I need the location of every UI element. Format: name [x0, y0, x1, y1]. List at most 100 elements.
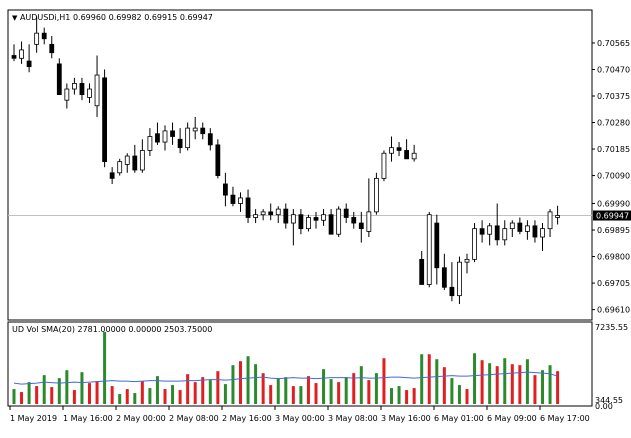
volume-bar[interactable] — [329, 379, 333, 404]
volume-bar[interactable] — [359, 366, 363, 404]
volume-bar[interactable] — [261, 373, 265, 404]
candle-body[interactable] — [72, 83, 77, 90]
candle-body[interactable] — [336, 208, 342, 235]
volume-bar[interactable] — [223, 384, 227, 404]
volume-bar[interactable] — [118, 394, 122, 404]
candle-body[interactable] — [34, 32, 40, 45]
candle-body[interactable] — [472, 228, 477, 260]
volume-bar[interactable] — [322, 369, 326, 404]
candle-body[interactable] — [532, 225, 538, 238]
volume-bar[interactable] — [80, 372, 84, 404]
candle-body[interactable] — [464, 258, 470, 263]
volume-bar[interactable] — [525, 359, 529, 404]
volume-bar[interactable] — [533, 375, 537, 404]
candle-body[interactable] — [94, 74, 100, 107]
volume-bar[interactable] — [367, 380, 371, 404]
volume-bar[interactable] — [216, 371, 220, 404]
volume-bar[interactable] — [95, 381, 99, 404]
volume-bar[interactable] — [239, 361, 242, 404]
candle-body[interactable] — [177, 138, 183, 149]
candle-body[interactable] — [238, 197, 243, 204]
candle-body[interactable] — [102, 77, 107, 163]
candle-body[interactable] — [351, 217, 357, 224]
candle-body[interactable] — [441, 267, 447, 288]
volume-bar[interactable] — [35, 386, 39, 404]
candle-body[interactable] — [275, 208, 281, 216]
volume-bar[interactable] — [186, 374, 190, 404]
candle-body[interactable] — [290, 214, 296, 224]
candle-body[interactable] — [434, 222, 440, 269]
volume-bar[interactable] — [201, 377, 205, 404]
volume-bar[interactable] — [473, 353, 477, 404]
volume-bar[interactable] — [110, 386, 114, 404]
volume-bar[interactable] — [518, 365, 522, 404]
candle-body[interactable] — [509, 222, 515, 230]
candle-body[interactable] — [170, 130, 175, 137]
candle-body[interactable] — [404, 150, 410, 160]
candle-body[interactable] — [321, 214, 326, 221]
candle-body[interactable] — [396, 147, 402, 151]
volume-bar[interactable] — [27, 382, 31, 404]
candle-body[interactable] — [64, 88, 70, 101]
candle-body[interactable] — [245, 197, 251, 218]
volume-bar[interactable] — [140, 381, 144, 404]
dropdown-arrow-icon[interactable]: ▼ — [12, 14, 18, 22]
volume-bar[interactable] — [155, 376, 159, 404]
volume-bar[interactable] — [435, 359, 439, 404]
candle-body[interactable] — [366, 211, 372, 232]
volume-bar[interactable] — [548, 365, 552, 404]
main-panel-frame[interactable] — [7, 9, 593, 321]
candle-body[interactable] — [87, 88, 92, 98]
candle-body[interactable] — [525, 225, 530, 232]
candle-body[interactable] — [502, 228, 508, 241]
candle-body[interactable] — [381, 152, 387, 179]
candle-body[interactable] — [200, 127, 206, 135]
volume-bar[interactable] — [382, 358, 386, 404]
volume-bar[interactable] — [344, 377, 348, 404]
candle-body[interactable] — [494, 225, 500, 241]
candle-body[interactable] — [283, 208, 289, 224]
volume-bar[interactable] — [457, 385, 461, 404]
candle-body[interactable] — [547, 211, 553, 230]
candle-body[interactable] — [260, 211, 266, 216]
candle-body[interactable] — [457, 261, 462, 297]
volume-bar[interactable] — [503, 358, 507, 404]
candle-body[interactable] — [56, 63, 62, 96]
volume-bar[interactable] — [284, 377, 288, 404]
volume-bar[interactable] — [103, 332, 107, 404]
candle-body[interactable] — [313, 217, 319, 221]
volume-bar[interactable] — [374, 373, 378, 404]
candle-body[interactable] — [298, 214, 304, 230]
candle-body[interactable] — [306, 217, 311, 230]
volume-bar[interactable] — [299, 386, 303, 404]
volume-bar[interactable] — [148, 388, 152, 404]
volume-bar[interactable] — [193, 382, 197, 404]
candle-body[interactable] — [230, 194, 236, 204]
volume-bar[interactable] — [450, 378, 454, 404]
candle-body[interactable] — [449, 286, 455, 297]
volume-bar[interactable] — [291, 386, 295, 404]
volume-bar[interactable] — [231, 365, 235, 404]
volume-bar[interactable] — [178, 390, 182, 404]
candle-body[interactable] — [253, 214, 259, 218]
volume-bar[interactable] — [412, 388, 416, 404]
volume-bar[interactable] — [12, 389, 16, 404]
volume-bar[interactable] — [405, 390, 409, 404]
candle-body[interactable] — [49, 43, 55, 54]
volume-bar[interactable] — [65, 370, 69, 404]
candle-body[interactable] — [215, 144, 221, 176]
volume-bar[interactable] — [254, 364, 258, 404]
candle-body[interactable] — [426, 214, 432, 285]
candle-body[interactable] — [517, 222, 523, 232]
candle-body[interactable] — [155, 133, 160, 143]
candle-body[interactable] — [540, 228, 545, 238]
volume-bar[interactable] — [171, 385, 175, 404]
candle-body[interactable] — [268, 211, 274, 216]
volume-bar[interactable] — [420, 354, 424, 404]
candle-body[interactable] — [487, 225, 493, 235]
candle-body[interactable] — [192, 127, 198, 132]
volume-bar[interactable] — [510, 364, 514, 404]
candle-body[interactable] — [26, 60, 32, 68]
candle-body[interactable] — [328, 214, 334, 235]
volume-bar[interactable] — [88, 383, 91, 404]
